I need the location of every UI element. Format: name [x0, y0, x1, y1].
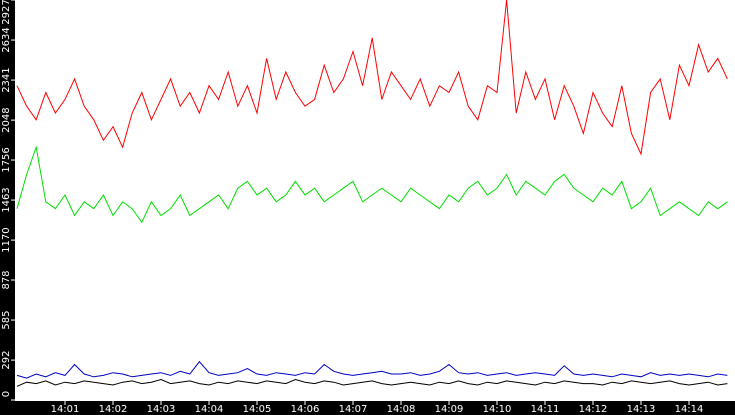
x-tick-label: 14:08	[387, 404, 416, 415]
x-tick-label: 14:10	[483, 404, 512, 415]
y-tick-label: 585	[1, 311, 12, 330]
x-tick-label: 14:05	[243, 404, 272, 415]
x-tick-label: 14:01	[51, 404, 80, 415]
x-tick-label: 14:02	[99, 404, 128, 415]
y-tick-label: 2927	[1, 0, 12, 25]
y-tick-label: 0	[1, 391, 12, 397]
y-tick-label: 2048	[1, 107, 12, 132]
y-tick-label: 878	[1, 270, 12, 289]
y-tick-label: 2634	[1, 27, 12, 52]
series-line	[16, 360, 728, 379]
x-tick-label: 14:11	[531, 404, 560, 415]
x-tick-label: 14:04	[195, 404, 224, 415]
x-tick-label: 14:07	[339, 404, 368, 415]
x-tick-label: 14:14	[675, 404, 704, 415]
y-tick-label: 292	[1, 351, 12, 370]
series-line	[16, 145, 728, 224]
plot-area	[15, 0, 735, 401]
y-tick-label: 1463	[1, 187, 12, 212]
y-tick-label: 1170	[1, 227, 12, 252]
y-tick-label: 2341	[1, 67, 12, 92]
x-tick-label: 14:12	[579, 404, 608, 415]
x-tick-label: 14:03	[147, 404, 176, 415]
y-tick-label: 1756	[1, 147, 12, 172]
series-line	[16, 0, 728, 156]
x-tick-label: 14:13	[627, 404, 656, 415]
x-tick-label: 14:06	[291, 404, 320, 415]
x-tick-label: 14:09	[435, 404, 464, 415]
series-line	[16, 378, 728, 387]
